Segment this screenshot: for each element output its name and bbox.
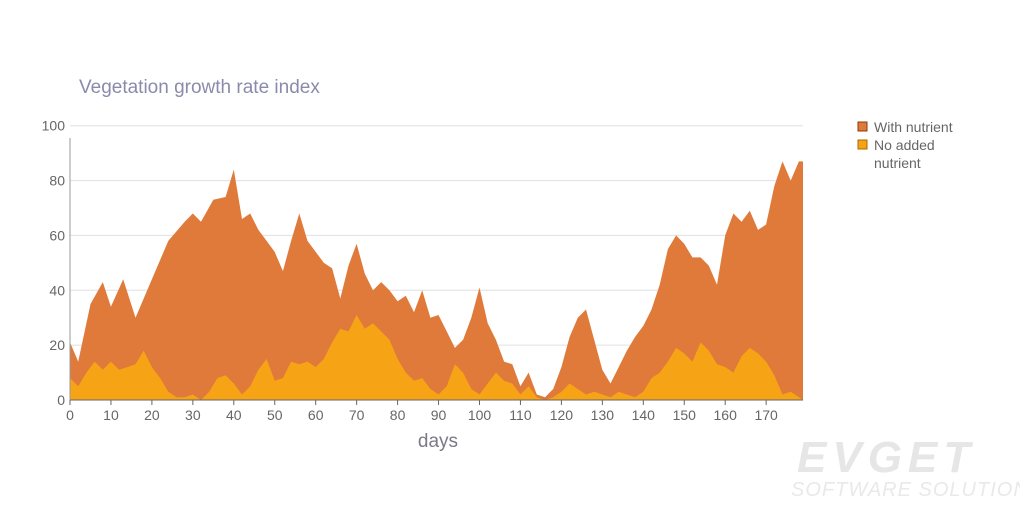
watermark: EVGET SOFTWARE SOLUTIONS bbox=[791, 433, 1020, 501]
axes: 0 20 40 60 80 100 0 10 20 30 40 50 60 70 80 90 100 110 120… bbox=[42, 118, 803, 423]
x-tick-label: 10 bbox=[103, 407, 119, 423]
watermark-tagline: SOFTWARE SOLUTIONS bbox=[791, 479, 1020, 501]
watermark-brand: EVGET bbox=[797, 433, 976, 482]
x-tick-label: 150 bbox=[673, 407, 697, 423]
x-tick-label: 110 bbox=[509, 407, 532, 423]
x-axis-label: days bbox=[418, 431, 458, 452]
y-tick-label: 0 bbox=[57, 392, 65, 408]
x-tick-label: 70 bbox=[349, 407, 365, 423]
y-tick-label: 80 bbox=[49, 173, 65, 189]
series-area bbox=[70, 315, 803, 400]
x-tick-label: 170 bbox=[754, 407, 778, 423]
y-tick-label: 20 bbox=[49, 337, 65, 353]
y-tick-label: 40 bbox=[49, 282, 65, 298]
legend-label: With nutrient bbox=[874, 119, 953, 135]
legend-swatch bbox=[857, 121, 868, 132]
x-tick-label: 120 bbox=[550, 407, 574, 423]
x-tick-label: 40 bbox=[226, 407, 242, 423]
x-tick-label: 140 bbox=[632, 407, 656, 423]
x-tick-label: 50 bbox=[267, 407, 283, 423]
chart-title: Vegetation growth rate index bbox=[79, 77, 320, 98]
legend-item[interactable]: No added nutrient bbox=[857, 137, 935, 171]
series-area bbox=[70, 161, 803, 400]
x-tick-label: 80 bbox=[390, 407, 406, 423]
series-areas bbox=[70, 161, 803, 400]
x-tick-label: 130 bbox=[591, 407, 615, 423]
legend: With nutrient No added nutrient bbox=[857, 119, 953, 171]
x-tick-label: 90 bbox=[431, 407, 447, 423]
x-tick-label: 20 bbox=[144, 407, 160, 423]
x-tick-label: 30 bbox=[185, 407, 201, 423]
legend-item[interactable]: With nutrient bbox=[857, 119, 953, 135]
y-tick-label: 60 bbox=[49, 227, 65, 243]
legend-label: No added nutrient bbox=[874, 137, 935, 171]
x-tick-label: 60 bbox=[308, 407, 324, 423]
y-tick-label: 100 bbox=[42, 118, 66, 134]
legend-swatch bbox=[857, 139, 868, 150]
x-tick-label: 100 bbox=[468, 407, 492, 423]
x-tick-label: 0 bbox=[66, 407, 74, 423]
x-tick-label: 160 bbox=[714, 407, 738, 423]
